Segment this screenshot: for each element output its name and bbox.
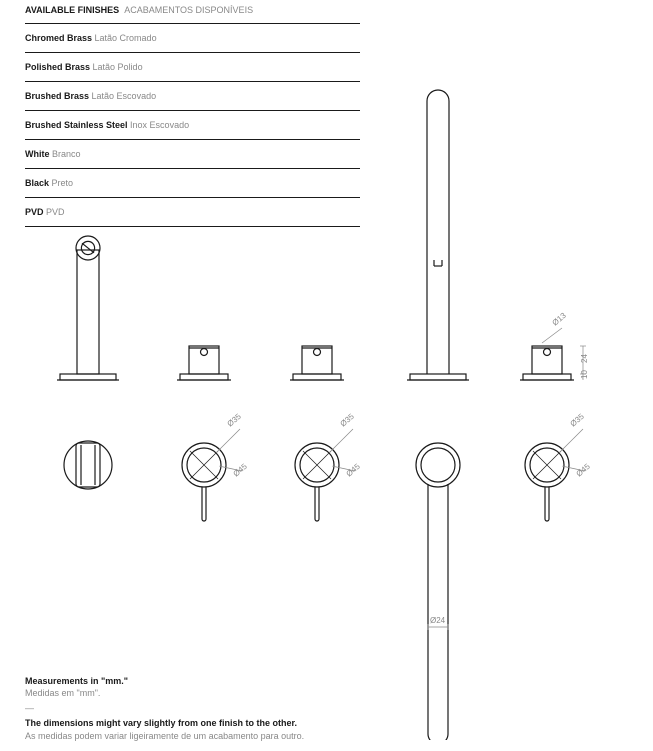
svg-text:Ø45: Ø45 — [575, 462, 593, 479]
finish-pt: Latão Cromado — [92, 33, 157, 43]
measurements-en: Measurements in "mm." — [25, 675, 304, 687]
handle1-plan: Ø35 Ø45 — [182, 412, 249, 521]
svg-text:Ø35: Ø35 — [339, 412, 357, 429]
svg-text:Ø45: Ø45 — [232, 462, 250, 479]
finish-en: Chromed Brass — [25, 33, 92, 43]
vary-pt: As medidas podem variar ligeiramente de … — [25, 730, 304, 742]
svg-text:10: 10 — [580, 370, 589, 379]
finish-en: Polished Brass — [25, 62, 90, 72]
svg-text:24: 24 — [580, 354, 589, 363]
separator: — — [25, 702, 304, 714]
measurements-pt: Medidas em "mm". — [25, 687, 304, 699]
finishes-header: AVAILABLE FINISHES ACABAMENTOS DISPONÍVE… — [25, 5, 360, 24]
finish-row: Polished Brass Latão Polido — [25, 53, 360, 82]
handle1-elevation — [177, 346, 231, 380]
footnotes: Measurements in "mm." Medidas em "mm". —… — [25, 675, 304, 742]
spout-plan: Ø24 — [416, 443, 460, 740]
drawings-svg: Ø13 24 10 Ø35 Ø45 Ø35 Ø45 Ø35 Ø45 Ø24 — [25, 80, 625, 740]
header-en: AVAILABLE FINISHES — [25, 5, 119, 15]
header-pt: ACABAMENTOS DISPONÍVEIS — [122, 5, 253, 15]
vary-en: The dimensions might vary slightly from … — [25, 717, 304, 729]
svg-text:Ø35: Ø35 — [569, 412, 587, 429]
technical-drawings: Ø13 24 10 Ø35 Ø45 Ø35 Ø45 Ø35 Ø45 Ø24 — [25, 80, 625, 640]
spout-elevation — [407, 90, 469, 380]
handle3-elevation: Ø13 24 10 — [520, 311, 589, 380]
handle2-elevation — [290, 346, 344, 380]
finish-row: Chromed Brass Latão Cromado — [25, 24, 360, 53]
svg-text:Ø24: Ø24 — [430, 616, 446, 625]
svg-text:Ø13: Ø13 — [551, 311, 569, 328]
finish-pt: Latão Polido — [90, 62, 143, 72]
handle2-plan: Ø35 Ø45 — [295, 412, 362, 521]
svg-text:Ø35: Ø35 — [226, 412, 244, 429]
svg-text:Ø45: Ø45 — [345, 462, 363, 479]
handspray-plan — [64, 441, 112, 489]
handle3-plan: Ø35 Ø45 — [525, 412, 592, 521]
handspray-elevation — [57, 236, 119, 380]
